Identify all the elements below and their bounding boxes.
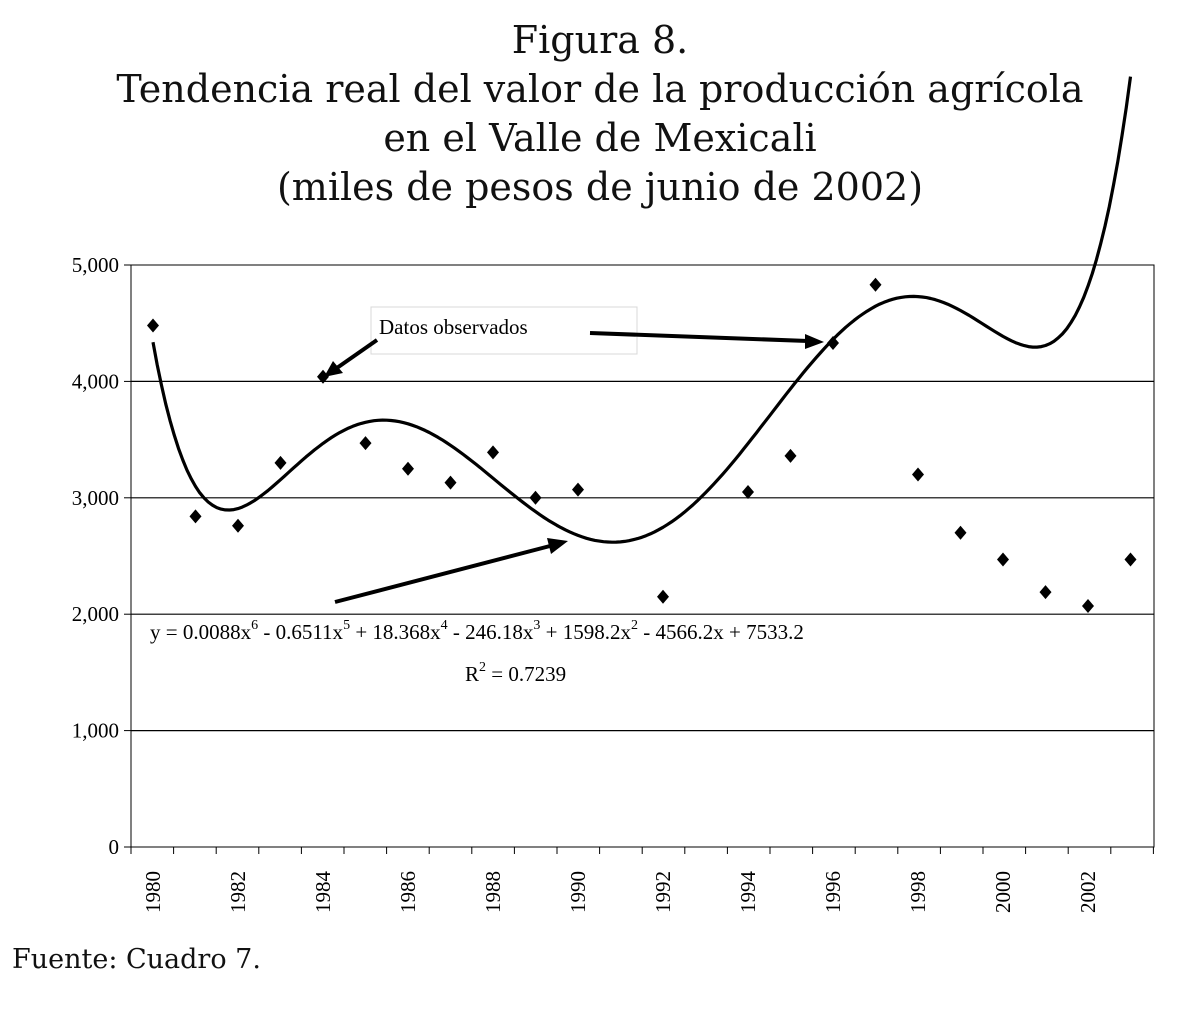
y-tick-label: 5,000 (72, 253, 119, 277)
x-tick-label: 1998 (906, 871, 930, 913)
data-point (657, 589, 669, 604)
data-point (1124, 552, 1137, 567)
data-point (784, 448, 797, 463)
arrow-to-1996 (589, 331, 809, 343)
data-point (869, 277, 882, 292)
y-tick-label: 2,000 (72, 602, 119, 626)
data-point (572, 482, 584, 497)
data-point (359, 436, 372, 451)
x-tick-label: 1992 (651, 871, 675, 913)
figure-title-block: Figura 8. Tendencia real del valor de la… (0, 16, 1200, 212)
data-point (1082, 599, 1094, 614)
data-point (444, 475, 457, 490)
annotation-box (370, 306, 638, 355)
data-point (147, 318, 159, 333)
data-point (997, 552, 1009, 567)
data-point (742, 484, 754, 499)
x-tick-label: 1980 (141, 871, 165, 913)
arrowhead-1984 (324, 361, 343, 377)
y-tick-label: 4,000 (72, 369, 119, 393)
x-tick-label: 1982 (226, 871, 250, 913)
gridlines (131, 380, 1154, 732)
y-tick-label: 3,000 (72, 486, 119, 510)
r-squared: R2 = 0.7239 (465, 660, 566, 686)
data-point (529, 490, 542, 505)
data-point (954, 525, 967, 540)
y-tick-label: 0 (109, 835, 120, 859)
x-axis: 1980 1982 1984 1986 1988 1990 1992 1994 1996 1998… (130, 847, 1154, 914)
source-note: Fuente: Cuadro 7. (12, 944, 261, 975)
arrowhead-trendline (547, 538, 568, 554)
data-point (827, 335, 839, 350)
data-point (274, 455, 287, 470)
data-point (487, 445, 499, 460)
trendline (151, 76, 1133, 544)
x-tick-label: 1996 (821, 871, 845, 913)
data-point (402, 461, 414, 476)
data-point (317, 369, 329, 384)
figure-title: Tendencia real del valor de la producció… (116, 67, 1084, 111)
trendline-curve (151, 76, 1133, 544)
arrow-to-trendline (334, 544, 551, 604)
x-tick-label: 1988 (481, 871, 505, 913)
arrowhead-1996 (805, 334, 824, 349)
x-tick-label: 2000 (991, 871, 1015, 913)
x-tick-label: 1984 (311, 871, 335, 914)
data-point (912, 467, 924, 482)
x-tick-label: 1994 (736, 871, 760, 914)
y-tick-label: 1,000 (72, 719, 119, 743)
trend-equation: y = 0.0088x6 - 0.6511x5 + 18.368x4 - 246… (150, 618, 804, 644)
observed-points (147, 277, 1137, 614)
data-point (232, 518, 244, 533)
x-tick-label: 1990 (566, 871, 590, 913)
figure-number: Figura 8. (511, 18, 689, 62)
data-point (1039, 585, 1052, 600)
x-tick-label: 2002 (1076, 871, 1100, 913)
data-point (189, 509, 202, 524)
y-axis: 0 1,000 2,000 3,000 4,000 5,000 (72, 253, 131, 859)
annotation-label: Datos observados (379, 315, 528, 339)
arrow-to-1984 (332, 338, 379, 372)
figure-title-line-2: en el Valle de Mexicali (383, 116, 817, 160)
figure-subtitle: (miles de pesos de junio de 2002) (276, 165, 924, 209)
annotation-arrows (324, 331, 824, 604)
x-tick-label: 1986 (396, 871, 420, 913)
